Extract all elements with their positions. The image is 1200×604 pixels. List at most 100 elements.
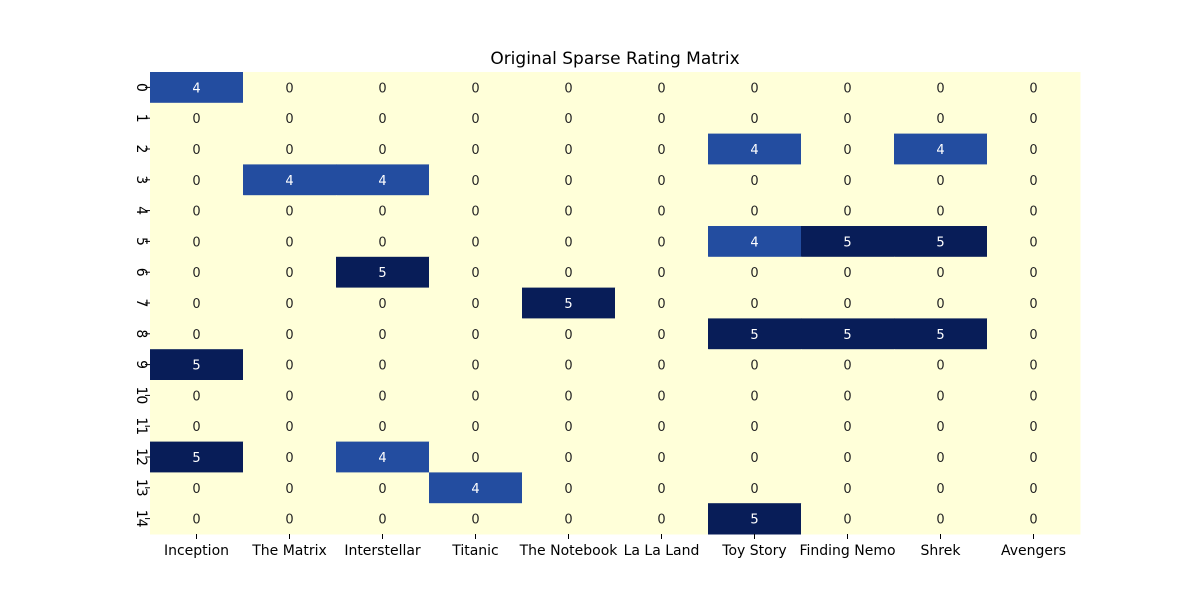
cell-value-label: 0 — [564, 482, 572, 497]
cell-value-label: 0 — [843, 513, 851, 528]
cell-value-label: 0 — [657, 328, 665, 343]
cell-value-label: 0 — [843, 266, 851, 281]
cell-value-label: 0 — [285, 359, 293, 374]
heatmap-cell — [522, 72, 616, 104]
y-tick-label: 3 — [133, 175, 149, 184]
cell-value-label: 0 — [471, 174, 479, 189]
heatmap-cell — [801, 503, 895, 535]
cell-value-label: 0 — [192, 482, 200, 497]
y-tick-label: 6 — [133, 268, 149, 277]
heatmap-cell — [429, 349, 523, 381]
heatmap-cell — [336, 503, 430, 535]
cell-value-label: 5 — [564, 297, 572, 312]
x-tick-label: Finding Nemo — [799, 543, 895, 559]
heatmap-cell — [615, 226, 709, 258]
cell-value-label: 0 — [1029, 513, 1037, 528]
heatmap-cell — [429, 164, 523, 196]
heatmap-cell — [615, 503, 709, 535]
heatmap-cell — [150, 472, 244, 504]
cell-value-label: 0 — [471, 420, 479, 435]
cell-value-label: 0 — [657, 235, 665, 250]
heatmap-cell — [522, 318, 616, 350]
cell-value-label: 0 — [564, 389, 572, 404]
heatmap-cell — [987, 287, 1081, 319]
cell-value-label: 0 — [936, 513, 944, 528]
heatmap-cell — [243, 503, 337, 535]
cell-value-label: 0 — [192, 235, 200, 250]
heatmap-cell — [801, 102, 895, 135]
cell-value-label: 0 — [750, 420, 758, 435]
heatmap-cell — [429, 441, 523, 473]
heatmap-cell — [522, 102, 616, 135]
y-tick-label: 10 — [133, 386, 149, 404]
heatmap-cell — [243, 441, 337, 473]
cell-value-label: 0 — [843, 420, 851, 435]
cell-value-label: 0 — [843, 205, 851, 220]
heatmap-cell — [522, 256, 616, 289]
cell-value-label: 0 — [936, 420, 944, 435]
cell-value-label: 0 — [657, 482, 665, 497]
cell-value-label: 0 — [843, 143, 851, 158]
cell-value-label: 0 — [471, 205, 479, 220]
chart-title: Original Sparse Rating Matrix — [490, 49, 739, 69]
heatmap-cell — [336, 256, 430, 289]
cell-value-label: 0 — [285, 81, 293, 96]
heatmap-cell — [429, 195, 523, 227]
x-tick-label: Shrek — [921, 543, 962, 559]
heatmap-cell — [894, 380, 988, 412]
heatmap-cell — [336, 195, 430, 227]
heatmap-cell — [894, 133, 988, 165]
cell-value-label: 0 — [471, 112, 479, 127]
cell-value-label: 0 — [750, 81, 758, 96]
cell-value-label: 5 — [378, 266, 386, 281]
cell-value-label: 0 — [657, 359, 665, 374]
heatmap-cell — [801, 226, 895, 258]
heatmap-cell — [615, 349, 709, 381]
heatmap-cell — [336, 441, 430, 473]
x-tick-label: The Notebook — [519, 543, 619, 559]
heatmap-cell — [801, 133, 895, 165]
cell-value-label: 0 — [471, 359, 479, 374]
cell-value-label: 5 — [192, 359, 200, 374]
heatmap-cell — [243, 72, 337, 104]
cell-value-label: 0 — [471, 451, 479, 466]
heatmap-cell — [987, 133, 1081, 165]
cell-value-label: 0 — [936, 389, 944, 404]
heatmap-cell — [615, 102, 709, 135]
cell-value-label: 0 — [750, 266, 758, 281]
cell-value-label: 0 — [285, 112, 293, 127]
cell-value-label: 0 — [378, 81, 386, 96]
heatmap-cell — [150, 410, 244, 443]
heatmap-cell — [801, 195, 895, 227]
cell-value-label: 0 — [192, 328, 200, 343]
heatmap-cell — [708, 503, 802, 535]
heatmap-cell — [429, 102, 523, 135]
heatmap-cell — [615, 195, 709, 227]
cell-value-label: 0 — [750, 112, 758, 127]
heatmap-cell — [336, 287, 430, 319]
heatmap-cell — [243, 318, 337, 350]
heatmap-cell — [150, 195, 244, 227]
cell-annotations: 4 0 0 0 0 0 0 0 0 0 0 0 0 0 0 0 0 0 0 0 0 0 0 0 0 0 4 0 4 0 0 4 4 0 0 0 0 0 0 0… — [192, 81, 1037, 527]
cell-value-label: 4 — [471, 482, 479, 497]
y-tick-label: 2 — [133, 145, 149, 154]
cell-value-label: 0 — [285, 143, 293, 158]
cell-value-label: 0 — [843, 482, 851, 497]
cell-value-label: 5 — [192, 451, 200, 466]
cell-value-label: 0 — [564, 235, 572, 250]
heatmap-cell — [243, 226, 337, 258]
heatmap-cell — [522, 287, 616, 319]
cell-value-label: 4 — [750, 235, 758, 250]
cell-value-label: 0 — [564, 81, 572, 96]
heatmap-cell — [429, 72, 523, 104]
cell-value-label: 0 — [843, 81, 851, 96]
heatmap-cell — [150, 256, 244, 289]
cell-value-label: 0 — [1029, 328, 1037, 343]
heatmap-cell — [429, 472, 523, 504]
heatmap-cell — [336, 133, 430, 165]
heatmap-cell — [522, 133, 616, 165]
heatmap-cell — [150, 102, 244, 135]
heatmap-cell — [987, 195, 1081, 227]
cell-value-label: 0 — [192, 174, 200, 189]
